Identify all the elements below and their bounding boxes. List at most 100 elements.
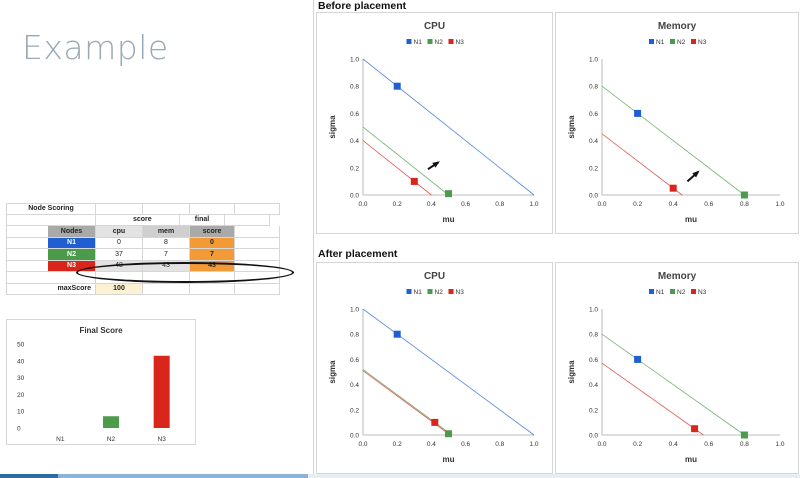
- placement-panel: Before placement After placement CPU N1 N2…: [313, 0, 800, 474]
- slide-title: Example: [22, 28, 169, 67]
- line-n2: [601, 333, 745, 436]
- cpu-before-chart: CPU N1 N2 N3 0.0 0.0 0.2 0.2 0.4 0.4 0.6 0.6 0.8 0.8 1…: [316, 12, 553, 234]
- x-axis-label: mu: [685, 455, 697, 464]
- legend-swatch-n1: [406, 289, 412, 294]
- cell-mem: 7: [143, 249, 190, 261]
- x-axis-label: mu: [443, 215, 455, 224]
- x-tick-label: 0.0: [597, 441, 606, 448]
- line-n1: [362, 308, 535, 436]
- y-tick-label: 0.8: [350, 332, 359, 339]
- line-n2: [362, 126, 449, 196]
- memory-after-chart: Memory N1 N2 N3 0.0 0.0 0.2 0.2 0.4 0.4 0.6 0.6 0.8 0…: [555, 262, 799, 474]
- y-tick-label: 1.0: [589, 307, 598, 314]
- y-tick-label: 0.2: [350, 407, 359, 414]
- legend-swatch-n3: [691, 289, 696, 294]
- y-tick-label: 0.8: [589, 332, 598, 339]
- bar-n3: [153, 355, 170, 428]
- point-n3: [669, 184, 677, 192]
- y-axis-label: sigma: [328, 115, 337, 139]
- bottom-bar: [0, 474, 800, 478]
- x-tick-label: 0.6: [461, 201, 470, 208]
- x-tick-label: 1.0: [775, 201, 784, 208]
- cell-cpu: 37: [96, 249, 143, 261]
- x-tick-label: 0.6: [704, 441, 713, 448]
- x-tick-label: 1.0: [529, 441, 538, 448]
- x-tick-label: 0.0: [358, 441, 367, 448]
- y-tick-label: 1.0: [589, 57, 598, 64]
- max-score-row: maxScore 100: [6, 283, 280, 295]
- x-tick-label: 0.6: [704, 201, 713, 208]
- table-row: N1 0 8 0: [6, 237, 280, 249]
- y-tick-label: 0.2: [589, 165, 598, 172]
- row-node-n1: N1: [48, 237, 95, 248]
- y-axis-label: sigma: [328, 360, 337, 384]
- cell-cpu: 0: [96, 237, 143, 249]
- y-tick-label: 0.0: [350, 193, 359, 200]
- line-n3: [362, 140, 432, 196]
- table-title-row: Node Scoring: [6, 203, 280, 215]
- x-tick-label: 0.2: [393, 201, 402, 208]
- line-n2: [601, 85, 745, 196]
- y-tick-label: 0.4: [350, 138, 359, 145]
- y-tick-label: 0.0: [589, 193, 598, 200]
- chart-title: Final Score: [79, 326, 123, 335]
- column-header-row: Nodes cpu mem score: [6, 226, 280, 238]
- x-tick-label: 0.8: [495, 201, 504, 208]
- legend-label: N2: [677, 39, 686, 46]
- legend-label: N1: [656, 289, 665, 296]
- point-n3: [431, 418, 439, 426]
- legend-swatch-n3: [448, 289, 454, 294]
- y-tick-label: 1.0: [350, 307, 359, 314]
- chart-title: CPU: [424, 271, 445, 282]
- point-n2: [740, 431, 748, 439]
- cell-mem: 8: [143, 237, 190, 249]
- legend-swatch-n1: [649, 39, 654, 44]
- col-header-score: score: [190, 226, 235, 238]
- legend-label: N2: [435, 39, 444, 46]
- line-n1: [362, 58, 535, 196]
- bar-n2: [103, 416, 119, 428]
- x-axis-label: mu: [685, 215, 697, 224]
- legend-label: N3: [698, 39, 707, 46]
- legend-label: N3: [456, 39, 465, 46]
- x-axis-label: mu: [443, 455, 455, 464]
- group-header-score: score: [133, 214, 180, 226]
- point-n1: [634, 109, 642, 117]
- y-tick-label: 50: [17, 342, 25, 349]
- legend-swatch-n1: [406, 39, 412, 44]
- x-tick-label: 0.8: [740, 201, 749, 208]
- arrow-head: [692, 170, 700, 178]
- point-n3: [410, 177, 418, 185]
- legend-swatch-n2: [670, 39, 675, 44]
- point-n2: [740, 191, 748, 199]
- point-n1: [393, 82, 401, 90]
- legend-label: N1: [656, 39, 665, 46]
- legend-swatch-n2: [427, 289, 433, 294]
- highlight-ellipse: [76, 262, 294, 283]
- legend-label: N1: [414, 289, 423, 296]
- row-node-n2: N2: [48, 249, 95, 260]
- point-n1: [393, 330, 401, 338]
- legend-swatch-n2: [427, 39, 433, 44]
- chart-title: CPU: [424, 21, 445, 32]
- x-tick-label: N2: [107, 436, 116, 443]
- point-n2: [445, 190, 452, 198]
- final-score-chart: Final Score 0 10 20 30 40 50 N1 N2 N3: [6, 319, 196, 445]
- x-tick-label: 0.2: [633, 201, 642, 208]
- y-tick-label: 1.0: [350, 57, 359, 64]
- cpu-after-chart: CPU N1 N2 N3 0.0 0.0 0.2 0.2 0.4 0.4 0.6 0.6 0.8 0.8 1…: [316, 262, 553, 474]
- col-header-mem: mem: [143, 226, 190, 238]
- x-tick-label: 1.0: [529, 201, 538, 208]
- arrow-head: [432, 161, 440, 168]
- y-tick-label: 10: [17, 409, 25, 416]
- legend-label: N2: [677, 289, 686, 296]
- cell-score: 0: [190, 237, 235, 249]
- x-tick-label: 0.4: [669, 441, 678, 448]
- x-tick-label: 0.4: [427, 201, 436, 208]
- y-tick-label: 0.4: [589, 138, 598, 145]
- y-tick-label: 0.0: [589, 433, 598, 440]
- legend-label: N3: [456, 289, 465, 296]
- y-tick-label: 0.4: [589, 382, 598, 389]
